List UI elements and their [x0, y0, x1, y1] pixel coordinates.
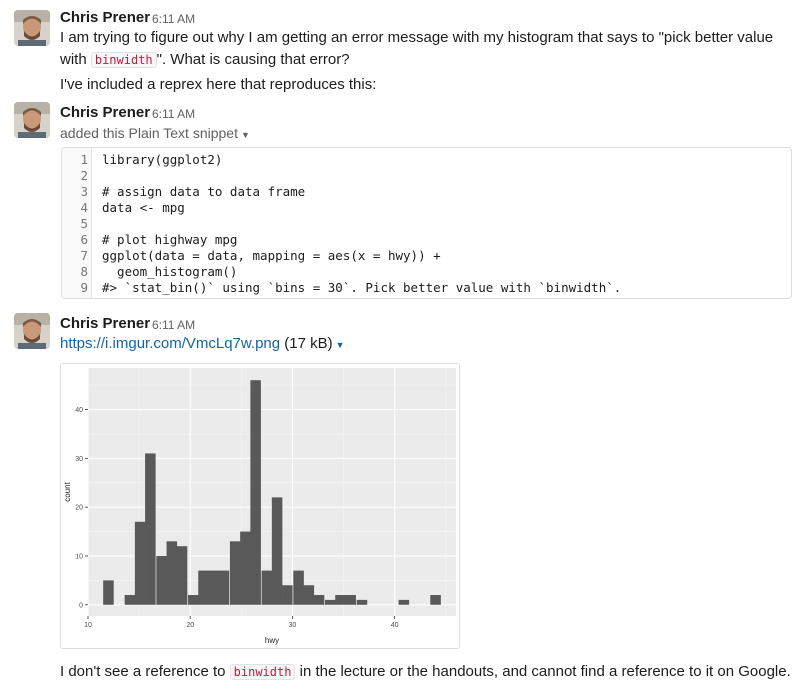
code-text: ggplot(data = data, mapping = aes(x = hw… [102, 248, 441, 263]
histogram-bar [313, 595, 325, 605]
histogram-bar [293, 570, 304, 605]
y-tick-label: 40 [75, 407, 83, 414]
x-axis-label: hwy [265, 636, 279, 645]
caret-down-icon[interactable]: ▼ [335, 340, 345, 350]
histogram-bar [156, 555, 167, 605]
file-size: (17 kB) [284, 335, 333, 352]
histogram-bar [356, 599, 368, 605]
code-snippet[interactable]: 1 library(ggplot2) 2 3 # assign data to data… [61, 147, 792, 299]
histogram-bar [198, 570, 209, 605]
code-text: # plot highway mpg [102, 232, 238, 247]
x-tick-label: 30 [289, 622, 297, 629]
histogram-bar [345, 595, 356, 605]
line-number: 3 [80, 184, 88, 199]
timestamp[interactable]: 6:11 AM [152, 107, 196, 121]
histogram-bar [325, 599, 336, 605]
code-line: 7 ggplot(data = data, mapping = aes(x = h… [62, 248, 791, 264]
timestamp[interactable]: 6:11 AM [152, 318, 196, 332]
histogram-bar [250, 380, 261, 605]
y-axis-label: count [63, 481, 72, 501]
y-tick-label: 0 [79, 602, 83, 609]
message-text-line-1: I am trying to figure out why I am getti… [60, 29, 774, 46]
author-name[interactable]: Chris Prener [60, 9, 151, 26]
message-text-line-3: I've included a reprex here that reprodu… [60, 76, 377, 93]
code-text: #> `stat_bin()` using `bins = 30`. Pick … [102, 280, 622, 295]
histogram-bar [282, 585, 293, 605]
histogram-bar [430, 595, 441, 605]
text-segment: in the lecture or the handouts, and cann… [295, 663, 791, 680]
histogram-bar [261, 570, 273, 605]
text-segment: I don't see a reference to [60, 663, 230, 680]
line-number: 2 [80, 168, 88, 183]
histogram-bar [103, 580, 114, 605]
line-number: 9 [80, 280, 88, 295]
histogram-chart: 10 20 30 40 0 10 20 30 40 hwy count [63, 368, 456, 645]
avatar-image [14, 313, 50, 349]
text-segment: with [60, 51, 91, 68]
y-tick-label: 20 [75, 505, 83, 512]
x-tick-label: 40 [391, 622, 399, 629]
line-number-gutter [62, 148, 92, 298]
histogram-bar [176, 546, 188, 605]
histogram-bar [229, 541, 241, 605]
code-line: 2 [62, 168, 791, 184]
avatar[interactable] [14, 102, 50, 138]
image-preview[interactable]: 10 20 30 40 0 10 20 30 40 hwy count [60, 363, 460, 649]
code-text: geom_histogram() [102, 264, 238, 279]
avatar[interactable] [14, 10, 50, 46]
line-number: 1 [80, 152, 88, 167]
histogram-bar [166, 541, 178, 605]
snippet-label-text: added this Plain Text snippet [60, 125, 238, 141]
snippet-label[interactable]: added this Plain Text snippet ▼ [60, 124, 250, 144]
code-line: 5 [62, 216, 791, 232]
timestamp[interactable]: 6:11 AM [152, 12, 196, 26]
code-text: library(ggplot2) [102, 152, 223, 167]
author-name[interactable]: Chris Prener [60, 104, 151, 121]
histogram-bar [398, 599, 410, 605]
avatar-image [14, 10, 50, 46]
image-link[interactable]: https://i.imgur.com/VmcLq7w.png [60, 335, 281, 352]
inline-code-binwidth: binwidth [90, 52, 157, 68]
code-line: 9 #> `stat_bin()` using `bins = 30`. Pick… [62, 280, 791, 296]
code-line: 6 # plot highway mpg [62, 232, 791, 248]
caret-down-icon[interactable]: ▼ [240, 130, 250, 140]
avatar[interactable] [14, 313, 50, 349]
line-number: 6 [80, 232, 88, 247]
text-segment: ". What is causing that error? [156, 51, 350, 68]
line-number: 8 [80, 264, 88, 279]
code-line: 1 library(ggplot2) [62, 152, 791, 168]
histogram-bar [218, 570, 230, 605]
x-tick-label: 10 [84, 622, 92, 629]
author-name[interactable]: Chris Prener [60, 315, 151, 332]
attachment-link-row: https://i.imgur.com/VmcLq7w.png (17 kB) ▼ [60, 334, 345, 355]
histogram-bar [271, 497, 283, 605]
histogram-bar [134, 521, 146, 605]
y-tick-label: 10 [75, 553, 83, 560]
code-text: # assign data to data frame [102, 184, 306, 199]
code-line: 3 # assign data to data frame [62, 184, 791, 200]
code-line: 4 data <- mpg [62, 200, 791, 216]
histogram-bar [145, 453, 156, 605]
line-number: 4 [80, 200, 88, 215]
histogram-bar [303, 585, 315, 605]
message-text-line-2: with binwidth ". What is causing that err… [60, 49, 350, 71]
x-tick-label: 20 [186, 622, 194, 629]
histogram-bar [208, 570, 219, 605]
histogram-bar [335, 595, 346, 605]
message-text-bottom: I don't see a reference to binwidth in t… [60, 661, 791, 683]
histogram-bar [188, 595, 199, 605]
y-tick-label: 30 [75, 456, 83, 463]
avatar-image [14, 102, 50, 138]
inline-code-binwidth: binwidth [229, 664, 296, 680]
line-number: 5 [80, 216, 88, 231]
histogram-bar [240, 531, 251, 605]
code-text: data <- mpg [102, 200, 185, 215]
code-line: 8 geom_histogram() [62, 264, 791, 280]
histogram-bar [124, 595, 136, 605]
line-number: 7 [80, 248, 88, 263]
